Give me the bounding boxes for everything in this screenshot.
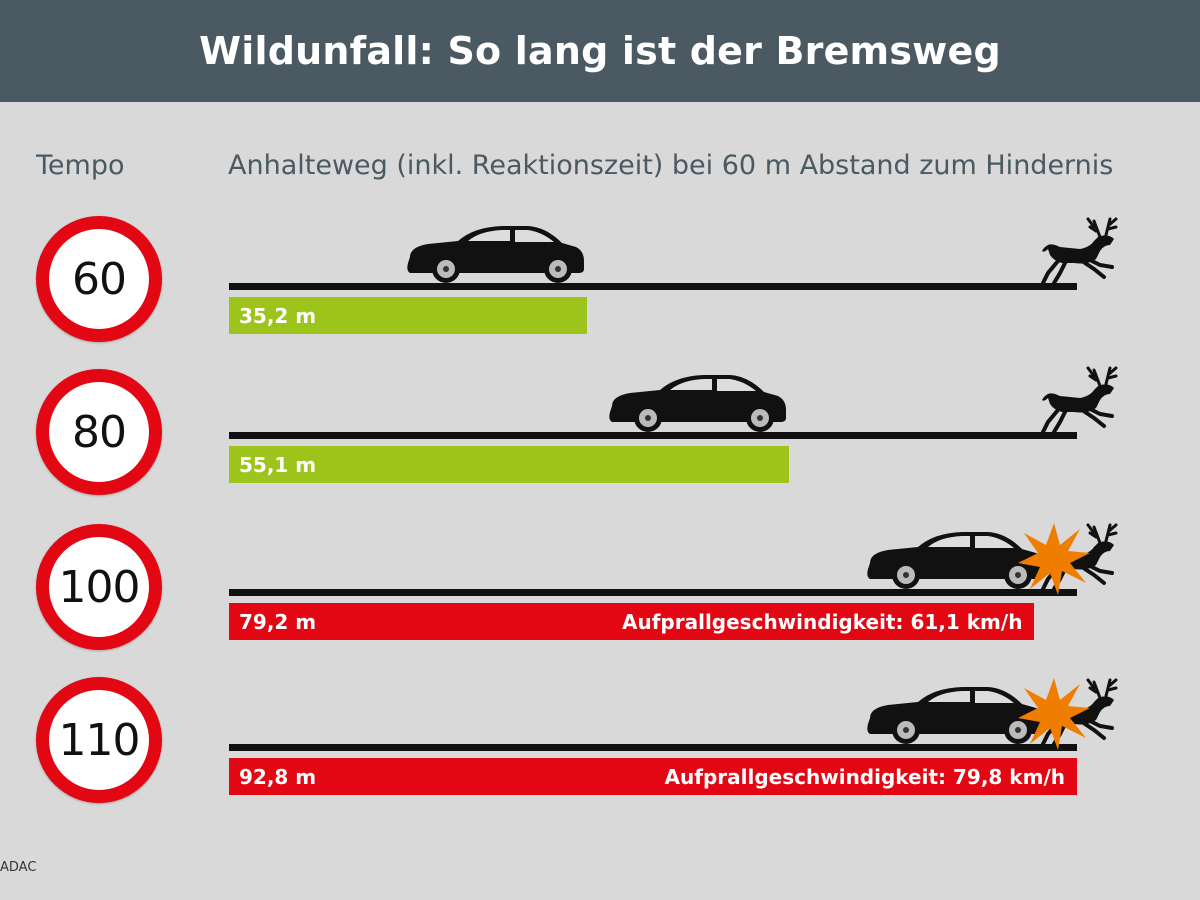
distance-bar: 92,8 m Aufprallgeschwindigkeit: 79,8 km/h: [229, 758, 1077, 795]
distance-value-label: 35,2 m: [239, 303, 317, 328]
road-line: [229, 744, 1077, 751]
impact-burst-icon: [1018, 523, 1090, 595]
speed-limit-value: 100: [58, 561, 141, 613]
speed-limit-value: 80: [72, 406, 127, 458]
road-line: [229, 432, 1077, 439]
distance-bar: 35,2 m: [229, 297, 587, 334]
distance-bar: 79,2 m Aufprallgeschwindigkeit: 61,1 km/h: [229, 603, 1035, 640]
anhalteweg-column-label: Anhalteweg (inkl. Reaktionszeit) bei 60 …: [228, 150, 1114, 181]
deer-icon: [1038, 364, 1122, 440]
car-icon: [865, 527, 1047, 591]
speed-limit-sign: 100: [36, 524, 162, 650]
deer-icon: [1038, 215, 1122, 291]
car-icon: [405, 221, 587, 285]
distance-bar: 55,1 m: [229, 446, 790, 483]
impact-burst-icon: [1018, 678, 1090, 750]
speed-limit-value: 60: [72, 253, 127, 305]
distance-value-label: 55,1 m: [239, 452, 317, 477]
distance-value-label: 79,2 m: [239, 609, 317, 634]
road-line: [229, 589, 1077, 596]
speed-limit-sign: 110: [36, 677, 162, 803]
speed-limit-sign: 60: [36, 216, 162, 342]
impact-speed-label: Aufprallgeschwindigkeit: 79,8 km/h: [664, 764, 1065, 789]
distance-value-label: 92,8 m: [239, 764, 317, 789]
road-line: [229, 283, 1077, 290]
impact-speed-label: Aufprallgeschwindigkeit: 61,1 km/h: [622, 609, 1023, 634]
car-icon: [607, 370, 789, 434]
source-credit: ADAC: [0, 860, 37, 875]
tempo-column-label: Tempo: [36, 150, 125, 181]
header-banner: Wildunfall: So lang ist der Bremsweg: [0, 0, 1200, 102]
speed-limit-sign: 80: [36, 369, 162, 495]
car-icon: [865, 682, 1047, 746]
speed-limit-value: 110: [58, 714, 141, 766]
page-title: Wildunfall: So lang ist der Bremsweg: [199, 29, 1001, 73]
